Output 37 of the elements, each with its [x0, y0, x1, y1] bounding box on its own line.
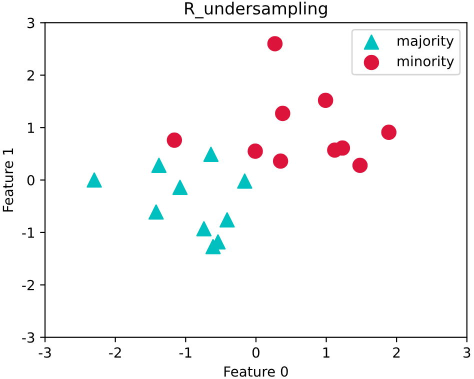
point [166, 132, 182, 148]
x-tick-label: 2 [393, 347, 400, 358]
y-tick-label: -2 [22, 280, 34, 290]
point [86, 172, 102, 188]
point [237, 173, 252, 189]
point [205, 238, 221, 254]
y-tick-label: 0 [27, 174, 34, 186]
chart-title: R_undersampling [185, 2, 327, 18]
legend-label: minority [398, 56, 454, 70]
y-tick-label: -3 [22, 332, 34, 343]
y-tick-label: -1 [22, 228, 34, 238]
point [381, 124, 396, 140]
point [272, 154, 288, 169]
x-tick-label: -3 [38, 347, 51, 358]
y-tick-label: 2 [27, 70, 34, 80]
point [275, 106, 290, 122]
y-tick-label: 1 [28, 122, 34, 133]
point [172, 180, 188, 196]
point [318, 92, 334, 108]
point [151, 158, 167, 173]
x-tick-label: -2 [109, 347, 121, 358]
y-axis-title: Feature 1 [2, 148, 14, 212]
x-tick-label: 0 [252, 347, 260, 358]
legend-label: majority [398, 35, 454, 49]
point [148, 204, 164, 220]
x-tick-label: 1 [323, 347, 330, 358]
point [203, 146, 219, 162]
point [248, 144, 263, 159]
point [219, 212, 235, 228]
x-axis-title: Feature 0 [224, 366, 288, 377]
point [334, 140, 350, 156]
y-tick-label: 3 [28, 18, 34, 28]
x-tick-label: -1 [179, 347, 192, 358]
point [196, 221, 212, 236]
x-tick-label: 3 [464, 347, 470, 358]
point [267, 36, 283, 52]
point [352, 158, 368, 173]
